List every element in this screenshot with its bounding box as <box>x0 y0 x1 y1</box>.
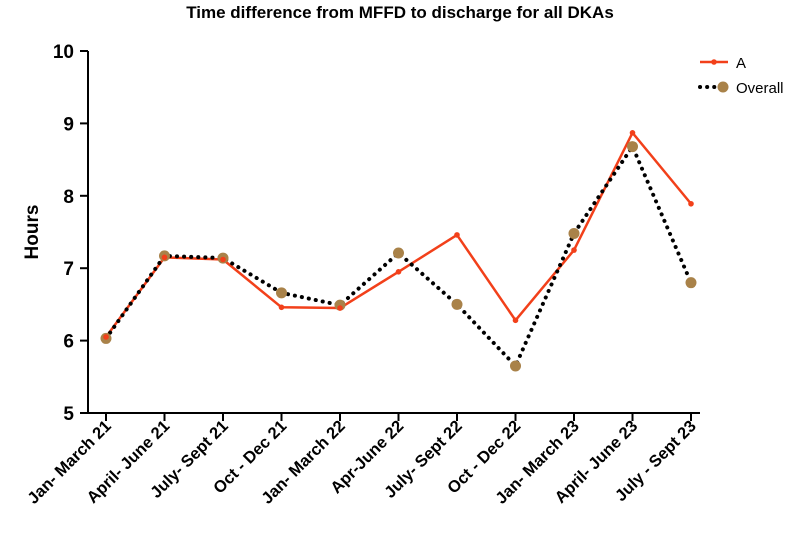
series-a-point <box>512 317 519 324</box>
series-overall-point <box>568 227 580 239</box>
series-overall-point <box>627 141 638 153</box>
y-tick-label: 7 <box>63 259 74 280</box>
series-overall-point <box>451 298 463 310</box>
series-overall-point <box>510 360 521 372</box>
series-a-point <box>220 256 226 263</box>
series-a-point <box>454 232 460 238</box>
series-a-point <box>571 247 577 253</box>
legend-a-marker <box>711 59 717 65</box>
series-a-point <box>629 130 636 136</box>
y-axis-title: Hours <box>22 205 43 260</box>
series-a-point <box>278 304 285 311</box>
series-overall-point <box>685 277 697 289</box>
series-a-point <box>337 305 343 311</box>
chart-title: Time difference from MFFD to discharge f… <box>186 3 614 22</box>
legend-overall-label: Overall <box>736 80 784 97</box>
y-tick-label: 8 <box>63 187 74 208</box>
series-a-point <box>103 334 109 340</box>
y-tick-label: 9 <box>63 114 74 135</box>
y-tick-label: 10 <box>53 42 74 63</box>
legend-overall-marker <box>717 81 729 93</box>
series-a-point <box>688 200 694 207</box>
series-overall-line <box>104 144 693 368</box>
series-a-point <box>161 254 168 261</box>
y-tick-label: 5 <box>63 404 74 425</box>
legend-a-label: A <box>736 55 746 72</box>
series-overall-point <box>276 287 287 299</box>
series-overall-point <box>393 247 404 259</box>
series-a-point <box>395 269 402 275</box>
series-a-line <box>104 131 692 338</box>
y-tick-label: 6 <box>63 332 74 353</box>
